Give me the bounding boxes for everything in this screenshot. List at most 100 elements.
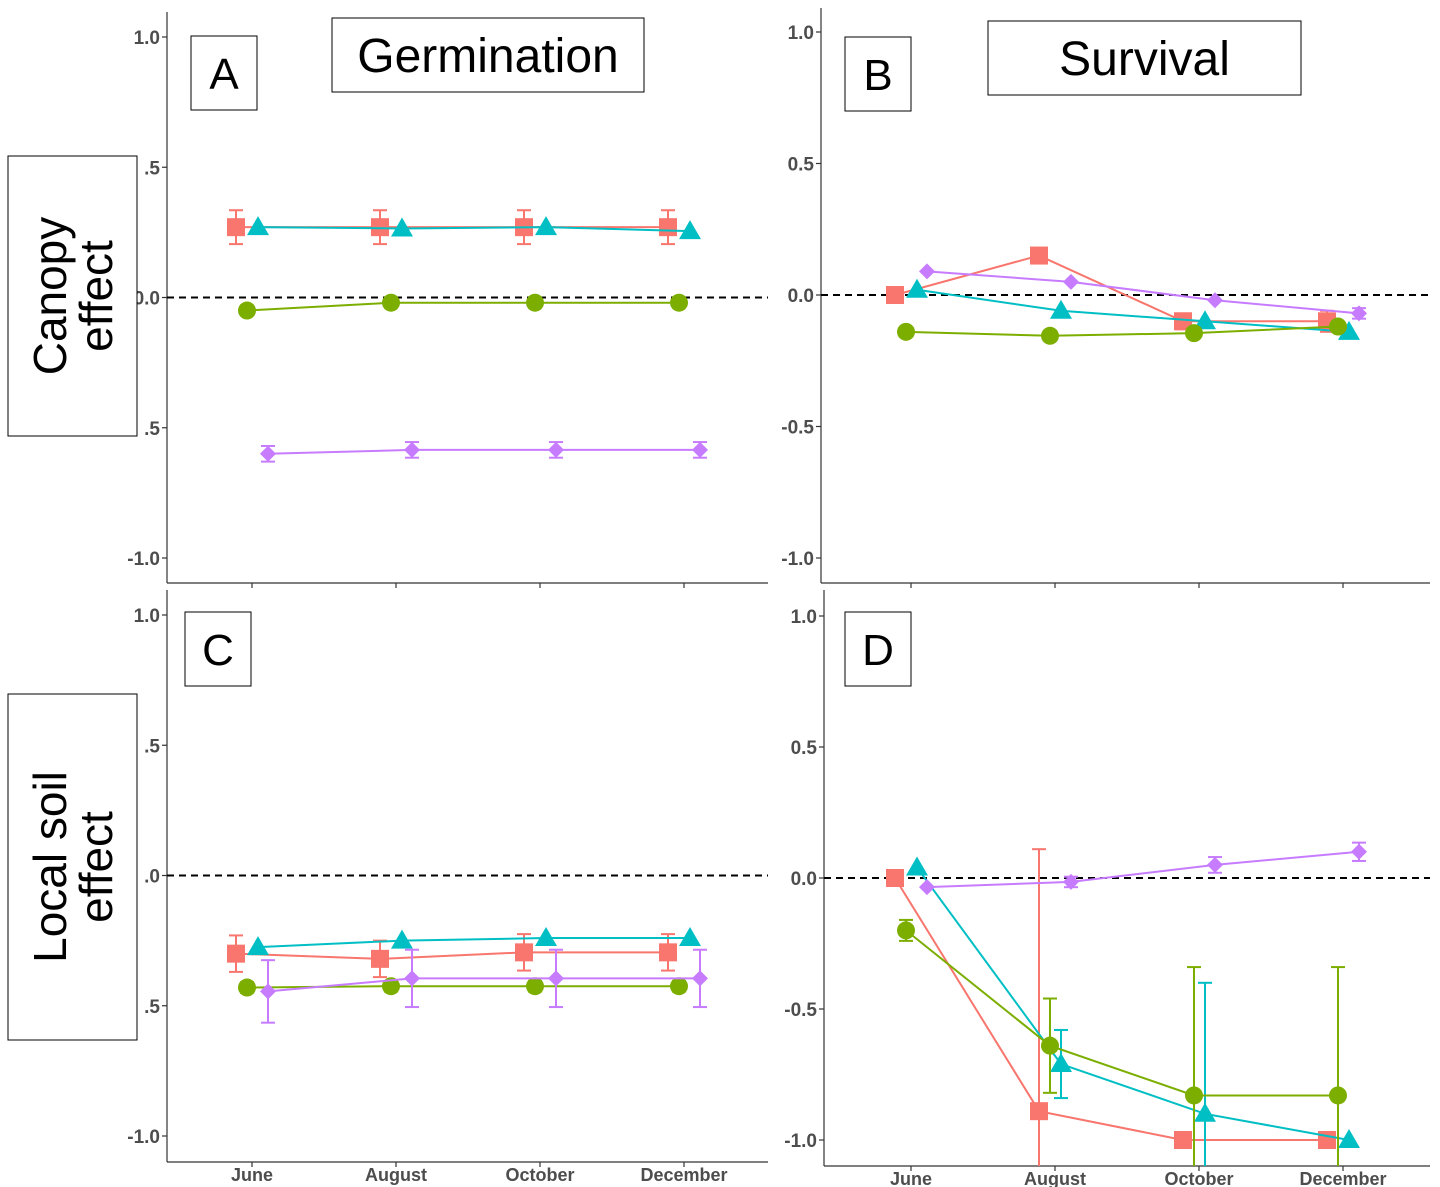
data-point-diamond	[1207, 856, 1223, 873]
series-diamond	[260, 441, 708, 463]
series-line	[905, 325, 1339, 337]
panel-d: 1.0 0.5 0.0 -0.5 -1.0 June August October Decemb…	[784, 590, 1430, 1187]
series-triangle	[906, 278, 1360, 340]
y-tick-label: 0.0	[134, 289, 160, 310]
data-point-diamond	[1351, 843, 1367, 860]
data-point-square	[371, 949, 389, 968]
data-point-circle	[1329, 317, 1347, 336]
row-label-line2: effect	[70, 240, 122, 352]
data-point-square	[886, 869, 904, 887]
series-line	[267, 977, 700, 993]
data-point-circle	[526, 293, 544, 312]
column-title: Survival	[1059, 33, 1230, 86]
data-point-square	[515, 943, 533, 962]
row-label-line1: Canopy	[24, 217, 76, 376]
data-point-triangle	[906, 856, 928, 876]
data-point-square	[1030, 246, 1048, 265]
data-point-square	[227, 944, 245, 963]
series-line	[246, 301, 679, 312]
data-point-triangle	[1050, 1053, 1072, 1073]
data-point-square	[371, 218, 389, 237]
data-point-diamond	[692, 970, 708, 987]
series-line	[926, 270, 1360, 315]
y-tick-label: .5	[144, 736, 160, 757]
data-point-square	[886, 286, 904, 304]
data-point-circle	[1185, 324, 1203, 343]
data-point-triangle	[679, 927, 701, 947]
data-point-square	[1318, 1131, 1336, 1149]
data-point-circle	[1041, 326, 1059, 345]
series-line	[257, 226, 691, 233]
series-line	[916, 866, 1350, 1141]
series-line	[894, 254, 1327, 323]
data-point-diamond	[260, 445, 276, 462]
y-tick-label: 1.0	[134, 28, 160, 49]
y-tick-label: 1.0	[788, 23, 814, 44]
row-label-2: Local soileffect	[7, 693, 138, 1041]
data-point-diamond	[260, 983, 276, 1000]
y-tick-label: -1.0	[127, 549, 160, 570]
y-tick-label: 1.0	[791, 607, 817, 628]
data-point-diamond	[919, 879, 935, 896]
data-point-circle	[897, 921, 915, 940]
data-point-triangle	[535, 216, 557, 236]
data-point-triangle	[1194, 310, 1216, 330]
y-tick-label: -1.0	[781, 549, 814, 570]
row-label-1: Canopyeffect	[7, 155, 138, 437]
data-point-square	[1174, 312, 1192, 331]
data-point-circle	[238, 978, 256, 997]
panel-label-box	[184, 611, 252, 687]
data-point-diamond	[548, 970, 564, 987]
data-point-triangle	[391, 929, 413, 949]
y-tick-label: .5	[144, 158, 160, 179]
data-point-diamond	[692, 441, 708, 458]
series-square	[886, 246, 1336, 333]
data-point-circle	[1329, 1086, 1347, 1105]
y-tick-label: 1.0	[134, 606, 160, 627]
data-point-square	[227, 218, 245, 237]
panel-label: A	[209, 50, 239, 99]
data-point-diamond	[404, 970, 420, 987]
data-point-square	[659, 218, 677, 237]
panel-c: 1.0 .5 .0 .5 -1.0 June August October December C	[127, 590, 768, 1185]
series-square	[227, 933, 677, 979]
series-diamond	[919, 263, 1367, 322]
data-point-diamond	[404, 441, 420, 458]
data-point-triangle	[1338, 1129, 1360, 1148]
data-point-triangle	[679, 220, 701, 240]
data-point-circle	[526, 977, 544, 996]
data-point-triangle	[391, 217, 413, 237]
series-triangle	[906, 856, 1360, 1166]
series-circle	[238, 293, 688, 320]
data-point-diamond	[548, 441, 564, 458]
data-point-circle	[1185, 1086, 1203, 1105]
panel-label: D	[862, 626, 894, 675]
y-tick-label: .5	[144, 419, 160, 440]
series-line	[267, 448, 700, 455]
series-line	[916, 288, 1350, 333]
data-point-diamond	[1063, 873, 1079, 890]
y-tick-label: 0.0	[791, 869, 817, 890]
data-point-circle	[670, 977, 688, 996]
series-diamond	[919, 841, 1367, 896]
data-point-diamond	[919, 263, 935, 280]
x-tick-label: August	[1024, 1169, 1086, 1187]
row-label-text: Canopyeffect	[24, 217, 122, 376]
data-point-diamond	[1207, 292, 1223, 309]
data-point-diamond	[1063, 273, 1079, 290]
panel-label-box	[844, 611, 912, 687]
y-tick-label: .5	[144, 997, 160, 1018]
y-tick-label: -1.0	[127, 1127, 160, 1148]
data-point-circle	[670, 293, 688, 312]
y-tick-label: -0.5	[784, 1000, 817, 1021]
data-point-triangle	[1050, 299, 1072, 319]
column-title-box	[987, 20, 1302, 96]
panel-label-box	[844, 36, 912, 112]
data-point-triangle	[1194, 1102, 1216, 1122]
data-point-circle	[238, 301, 256, 320]
series-line	[235, 951, 668, 960]
y-tick-label: 0.5	[788, 155, 815, 176]
data-point-triangle	[535, 927, 557, 947]
data-point-square	[1030, 1102, 1048, 1121]
